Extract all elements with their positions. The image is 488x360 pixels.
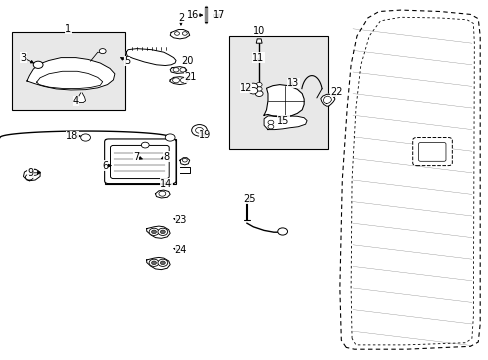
Circle shape	[25, 174, 33, 180]
Circle shape	[160, 230, 165, 234]
Polygon shape	[169, 77, 188, 85]
Circle shape	[173, 68, 179, 72]
Circle shape	[159, 191, 165, 196]
Circle shape	[182, 158, 187, 162]
Text: 7: 7	[133, 152, 139, 162]
Text: 25: 25	[243, 194, 255, 204]
Circle shape	[158, 228, 167, 235]
Polygon shape	[213, 14, 221, 17]
Text: 19: 19	[199, 130, 211, 140]
Text: 11: 11	[251, 53, 264, 63]
Circle shape	[81, 134, 90, 141]
Polygon shape	[77, 93, 85, 103]
Polygon shape	[180, 158, 189, 165]
Circle shape	[248, 83, 257, 90]
Circle shape	[165, 134, 175, 141]
Circle shape	[277, 228, 287, 235]
Text: 17: 17	[212, 10, 225, 20]
FancyBboxPatch shape	[412, 138, 451, 166]
Polygon shape	[27, 58, 115, 90]
Text: 16: 16	[186, 10, 199, 20]
Circle shape	[267, 125, 273, 129]
Circle shape	[255, 91, 263, 96]
Text: 9: 9	[27, 168, 33, 178]
Polygon shape	[105, 139, 176, 184]
Polygon shape	[228, 36, 327, 149]
Text: 12: 12	[239, 83, 252, 93]
Circle shape	[172, 78, 179, 83]
Text: 21: 21	[184, 72, 197, 82]
Text: 10: 10	[252, 26, 265, 36]
Circle shape	[182, 32, 187, 35]
Circle shape	[180, 68, 185, 72]
Polygon shape	[146, 257, 170, 270]
Text: 22: 22	[329, 87, 342, 97]
Circle shape	[149, 259, 159, 266]
Polygon shape	[170, 67, 186, 73]
Text: 2: 2	[178, 13, 183, 23]
Circle shape	[174, 32, 179, 35]
Circle shape	[151, 261, 156, 265]
Text: 1: 1	[65, 24, 71, 34]
Text: 6: 6	[102, 161, 108, 171]
Polygon shape	[12, 32, 124, 110]
Polygon shape	[146, 226, 170, 238]
Polygon shape	[180, 167, 189, 173]
Polygon shape	[264, 85, 304, 117]
Text: 23: 23	[174, 215, 187, 225]
Circle shape	[151, 230, 156, 234]
Circle shape	[160, 261, 165, 265]
Circle shape	[195, 127, 203, 133]
Text: 15: 15	[277, 116, 289, 126]
Polygon shape	[320, 94, 334, 106]
Circle shape	[149, 228, 159, 235]
Text: 4: 4	[73, 96, 79, 106]
Polygon shape	[155, 190, 170, 198]
Polygon shape	[170, 30, 189, 39]
Text: 5: 5	[124, 56, 130, 66]
Circle shape	[141, 142, 149, 148]
FancyBboxPatch shape	[104, 139, 176, 184]
Circle shape	[33, 61, 43, 68]
Polygon shape	[126, 49, 176, 66]
Circle shape	[31, 170, 39, 175]
Circle shape	[180, 78, 187, 83]
Polygon shape	[256, 39, 262, 43]
Text: 18: 18	[66, 131, 79, 141]
Text: 20: 20	[181, 56, 193, 66]
Polygon shape	[264, 116, 306, 130]
Polygon shape	[23, 169, 40, 181]
Circle shape	[99, 49, 106, 54]
Circle shape	[248, 87, 257, 94]
Circle shape	[256, 87, 262, 91]
Text: 3: 3	[20, 53, 26, 63]
Circle shape	[256, 82, 262, 87]
Circle shape	[267, 120, 273, 125]
Text: 24: 24	[174, 245, 187, 255]
Circle shape	[158, 259, 167, 266]
Circle shape	[191, 125, 207, 136]
Text: 13: 13	[286, 78, 299, 88]
Text: 14: 14	[160, 179, 172, 189]
Text: 8: 8	[163, 152, 169, 162]
